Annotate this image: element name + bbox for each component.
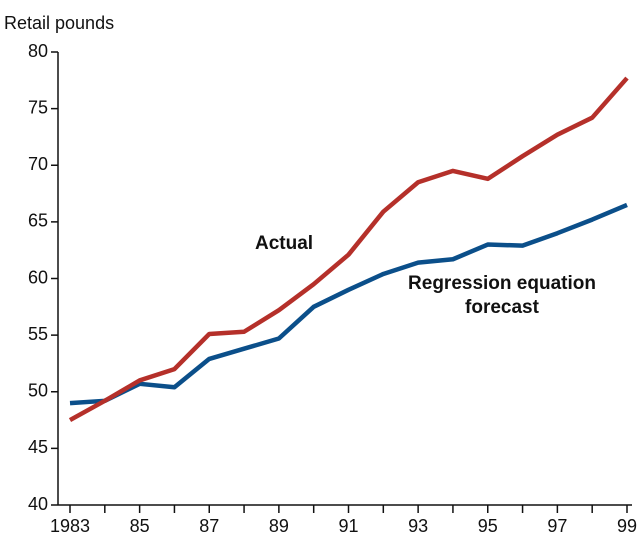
x-tick-label: 95 <box>478 516 498 536</box>
x-tick-label: 97 <box>547 516 567 536</box>
actual-label: Actual <box>255 233 314 254</box>
y-tick-label: 40 <box>28 494 48 514</box>
y-tick-label: 50 <box>28 381 48 401</box>
data-line <box>68 76 629 423</box>
y-tick-label: 70 <box>28 154 48 174</box>
y-axis-label: Retail pounds <box>4 13 114 33</box>
x-tick-label: 1983 <box>50 516 90 536</box>
forecast-label: Regression equation forecast <box>408 273 596 318</box>
x-tick-label: 91 <box>338 516 358 536</box>
x-tick-label: 93 <box>408 516 428 536</box>
y-tick-label: 60 <box>28 267 48 287</box>
y-tick-label: 45 <box>28 437 48 457</box>
y-tick-label: 55 <box>28 324 48 344</box>
y-tick-label: 80 <box>28 41 48 61</box>
x-tick-label: 89 <box>269 516 289 536</box>
x-tick-label: 99 <box>617 516 637 536</box>
y-tick-label: 75 <box>28 97 48 117</box>
data-line <box>69 202 628 406</box>
x-tick-label: 87 <box>199 516 219 536</box>
x-tick-label: 85 <box>130 516 150 536</box>
y-tick-label: 65 <box>28 211 48 231</box>
